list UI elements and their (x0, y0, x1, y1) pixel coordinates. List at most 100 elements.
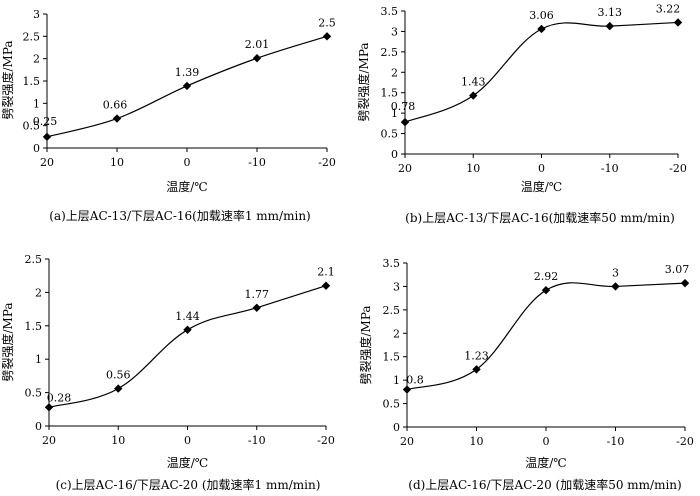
x-tick-label: -20 (676, 435, 694, 448)
y-tick-label: 1 (35, 353, 42, 366)
chart-panel-b: 0 0.5 1 1.5 2 2.5 3 3.5 20 10 0 -10 -20 0.78 1.43 3.06 3… (356, 2, 687, 225)
panel-caption: (a)上层AC-13/下层AC-16(加载速率1 mm/min) (49, 208, 310, 223)
y-tick-label: 2.5 (25, 253, 43, 266)
x-tick-label: 0 (538, 162, 545, 175)
x-tick-label: -10 (248, 434, 266, 447)
series-line (406, 282, 686, 391)
y-axis-title: 劈裂强度/MPa (0, 302, 15, 381)
data-point-marker (252, 54, 262, 63)
data-label: 0.66 (103, 99, 128, 112)
data-point-marker (611, 282, 620, 291)
y-tick-label: 0.5 (383, 398, 401, 411)
y-tick-label: 2.5 (381, 46, 399, 59)
y-tick-label: 2 (391, 66, 398, 79)
data-label: 3.07 (665, 263, 690, 276)
data-label: 2.1 (317, 266, 335, 279)
data-label: 2.5 (318, 16, 336, 29)
y-axis-title: 劈裂强度/MPa (356, 42, 371, 121)
y-tick-label: 1 (33, 97, 40, 110)
x-tick-label: 10 (466, 162, 480, 175)
y-tick-label: 3.5 (381, 5, 399, 18)
y-axis-title: 劈裂强度/MPa (0, 40, 15, 119)
data-point-marker (322, 32, 332, 41)
data-label: 1.23 (464, 349, 489, 362)
y-tick-label: 3.5 (383, 257, 401, 270)
x-tick-label: 0 (184, 434, 191, 447)
data-point-marker (114, 384, 123, 393)
data-point-marker (183, 325, 192, 335)
data-point-marker (680, 278, 690, 288)
data-point-marker (673, 18, 683, 27)
data-label: 3 (612, 266, 619, 279)
chart-panel-d: 0 0.5 1 1.5 2 2.5 3 3.5 20 10 0 -10 -20 0.8 1.23 2.92 3 3… (358, 257, 694, 492)
y-tick-label: 2.5 (23, 30, 41, 43)
x-tick-label: 10 (110, 156, 124, 169)
data-label: 3.13 (598, 6, 623, 19)
x-tick-label: -20 (317, 434, 335, 447)
data-label: 0.78 (391, 100, 416, 113)
x-tick-label: 0 (543, 435, 550, 448)
data-label: 0.28 (47, 391, 72, 404)
y-tick-label: 2 (393, 327, 400, 340)
y-tick-label: 0 (35, 420, 42, 433)
y-tick-label: 3 (33, 8, 40, 21)
x-tick-label: 0 (184, 156, 191, 169)
panel-caption: (b)上层AC-13/下层AC-16(加载速率50 mm/min) (405, 210, 675, 225)
x-axis-title: 温度/℃ (166, 179, 207, 194)
x-tick-label: 10 (470, 435, 484, 448)
chart-panel-c: 0 0.5 1 1.5 2 2.5 20 10 0 -10 -20 0.28 0.56 1.44 1.77 2… (0, 253, 335, 492)
x-tick-label: -10 (601, 162, 619, 175)
chart-panel-a: 0 0.5 1 1.5 2 2.5 3 20 10 0 -10 -20 0.25 0.66 1.39 2.01… (0, 8, 336, 223)
y-tick-label: 2 (35, 286, 42, 299)
x-tick-label: -10 (248, 156, 266, 169)
data-point-marker (112, 114, 122, 123)
data-point-marker (402, 385, 412, 394)
x-tick-label: 20 (40, 156, 54, 169)
data-point-marker (321, 281, 331, 290)
data-label: 2.01 (245, 38, 270, 51)
data-label: 1.39 (175, 66, 200, 79)
y-tick-label: 0 (391, 148, 398, 161)
data-label: 3.06 (529, 9, 554, 22)
x-axis-title: 温度/℃ (521, 179, 562, 194)
data-label: 1.43 (461, 76, 486, 89)
x-axis-title: 温度/℃ (167, 455, 208, 470)
data-point-marker (44, 403, 54, 412)
data-label: 1.77 (245, 288, 270, 301)
data-label: 3.22 (656, 2, 681, 15)
y-tick-label: 2.5 (383, 304, 401, 317)
data-point-marker (537, 24, 546, 34)
series-line (404, 21, 679, 123)
data-point-marker (182, 81, 192, 91)
data-point-marker (252, 303, 261, 312)
y-tick-label: 0.5 (25, 387, 43, 400)
y-tick-label: 1 (393, 374, 400, 387)
x-tick-label: 10 (111, 434, 125, 447)
data-point-marker (605, 21, 614, 31)
data-label: 1.44 (175, 310, 200, 323)
data-point-marker (469, 91, 478, 100)
y-tick-label: 1.5 (25, 320, 43, 333)
x-tick-label: -10 (607, 435, 625, 448)
data-point-marker (472, 365, 481, 374)
y-tick-label: 1.5 (23, 75, 41, 88)
x-axis-title: 温度/℃ (525, 455, 566, 470)
y-tick-label: 0 (33, 142, 40, 155)
x-tick-label: 20 (42, 434, 56, 447)
y-tick-label: 1.5 (383, 351, 401, 364)
data-label: 2.92 (534, 270, 559, 283)
y-tick-label: 0.5 (381, 128, 399, 141)
data-point-marker (42, 132, 52, 142)
y-tick-label: 3 (393, 280, 400, 293)
y-tick-label: 3 (391, 25, 398, 38)
data-point-marker (541, 285, 551, 295)
series-line (48, 285, 327, 408)
x-tick-label: 20 (400, 435, 414, 448)
x-tick-label: -20 (318, 156, 336, 169)
data-label: 0.8 (406, 374, 424, 387)
data-label: 0.56 (106, 369, 131, 382)
y-tick-label: 1 (391, 107, 398, 120)
data-label: 0.25 (33, 115, 58, 128)
y-tick-label: 0 (393, 421, 400, 434)
